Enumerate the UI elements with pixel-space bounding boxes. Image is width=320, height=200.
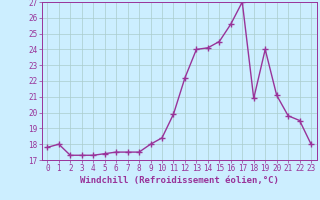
X-axis label: Windchill (Refroidissement éolien,°C): Windchill (Refroidissement éolien,°C) <box>80 176 279 185</box>
